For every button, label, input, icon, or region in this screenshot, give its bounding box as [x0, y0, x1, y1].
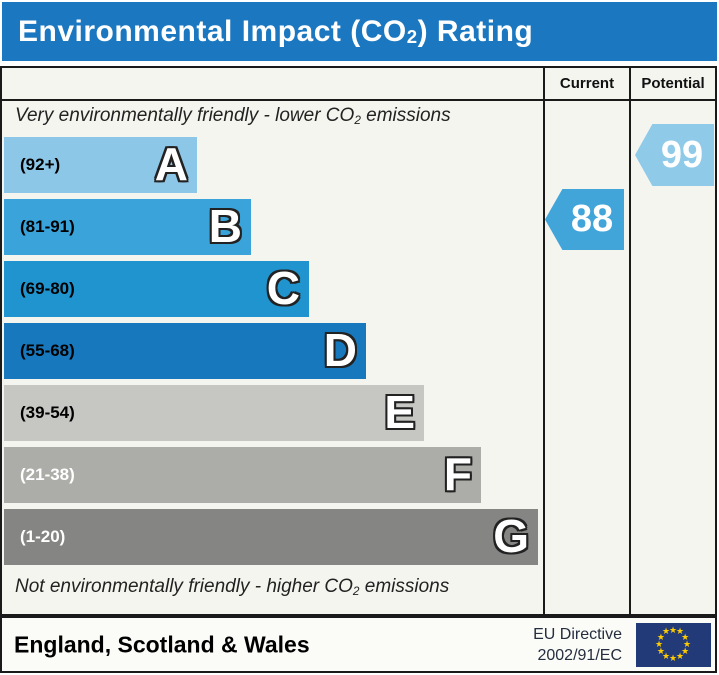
band-c-range: (69-80) [20, 279, 75, 298]
band-a: (92+) A [4, 137, 197, 193]
current-rating-value: 88 [570, 198, 614, 240]
band-c-letter: C [266, 262, 300, 315]
bottom-note: Not environmentally friendly - higher CO… [15, 576, 450, 599]
title-subscript: 2 [406, 25, 418, 47]
column-header-current: Current [559, 75, 615, 92]
band-a-range: (92+) [20, 155, 61, 174]
rating-table: Current Potential Very environmentally f… [0, 66, 717, 616]
region-label: England, Scotland & Wales [14, 631, 310, 657]
band-e-range: (39-54) [20, 403, 75, 422]
band-f-letter: F [443, 448, 472, 501]
band-d: (55-68) D [4, 323, 366, 379]
band-e: (39-54) E [4, 385, 424, 441]
band-d-range: (55-68) [20, 341, 75, 360]
potential-rating-value: 99 [660, 133, 704, 176]
eu-directive-label: EU Directive 2002/91/EC [533, 624, 622, 666]
band-f: (21-38) F [4, 447, 481, 503]
top-note: Very environmentally friendly - lower CO… [15, 105, 451, 128]
header-divider [2, 99, 715, 101]
band-b-letter: B [208, 200, 242, 253]
title-text: Environmental Impact (CO [18, 14, 407, 48]
band-g-letter: G [493, 510, 529, 563]
eu-directive-line1: EU Directive [533, 625, 622, 643]
page-title: Environmental Impact (CO 2) Rating [2, 2, 717, 61]
band-a-letter: A [154, 138, 188, 191]
current-rating-pointer: 88 [545, 189, 624, 250]
band-f-range: (21-38) [20, 465, 75, 484]
column-divider-current [543, 68, 545, 614]
potential-rating-pointer: 99 [635, 124, 714, 186]
rating-bands: (92+) A (81-91) B (69-80) C (55-68) D (3… [4, 137, 538, 571]
band-g-range: (1-20) [20, 527, 66, 546]
title-suffix: ) Rating [417, 14, 534, 48]
band-e-letter: E [384, 386, 415, 439]
band-g: (1-20) G [4, 509, 538, 565]
band-c: (69-80) C [4, 261, 309, 317]
band-b: (81-91) B [4, 199, 251, 255]
footer: England, Scotland & Wales EU Directive 2… [0, 616, 717, 673]
eu-flag-icon: ★ ★ ★ ★ ★ ★ ★ ★ ★ ★ ★ ★ [636, 622, 711, 667]
band-b-range: (81-91) [20, 217, 75, 236]
column-header-potential: Potential [641, 75, 705, 92]
band-d-letter: D [323, 324, 357, 377]
eu-directive-line2: 2002/91/EC [537, 646, 622, 664]
column-divider-potential [629, 68, 631, 614]
